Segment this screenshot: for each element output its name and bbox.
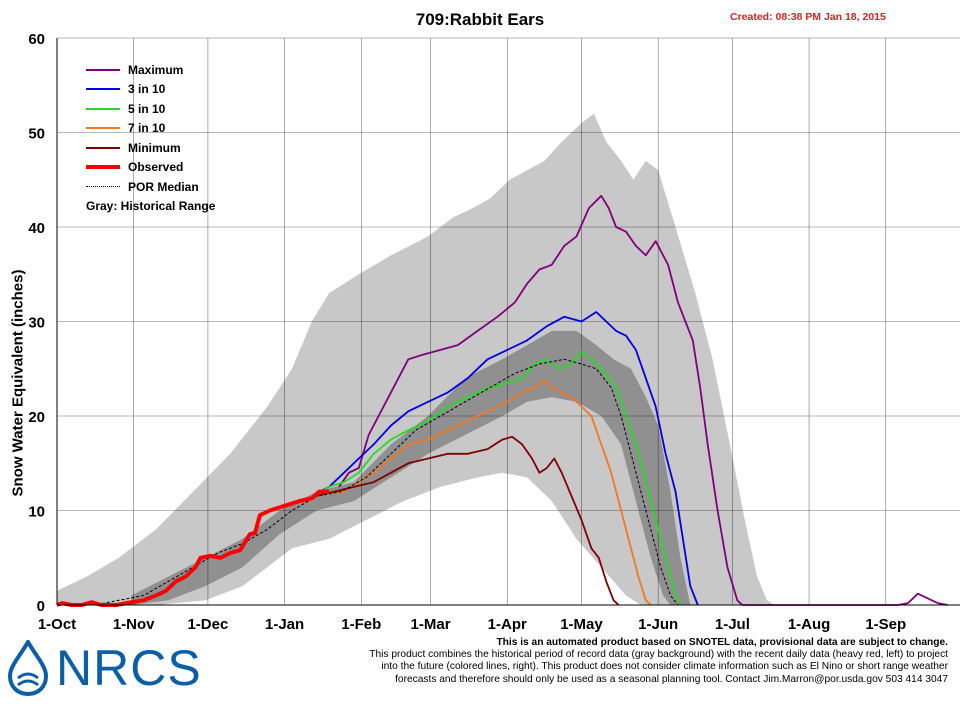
legend-label: 3 in 10 bbox=[128, 82, 166, 97]
legend-label: 7 in 10 bbox=[128, 121, 166, 136]
series-line-median bbox=[57, 358, 679, 606]
legend-label: Observed bbox=[128, 160, 184, 175]
y-axis-label: Snow Water Equivalent (inches) bbox=[9, 269, 27, 497]
y-tick-label: 10 bbox=[28, 504, 45, 521]
nrcs-logo: NRCS bbox=[6, 640, 202, 696]
x-tick-label: 1-May bbox=[560, 616, 603, 633]
disclaimer-line: forecasts and therefore should only be u… bbox=[395, 673, 948, 685]
disclaimer-line: into the future (colored lines, right). … bbox=[381, 661, 948, 673]
y-tick-label: 60 bbox=[28, 31, 45, 48]
legend-label: Maximum bbox=[128, 62, 184, 77]
legend-swatch bbox=[86, 127, 120, 130]
disclaimer-line: This product combines the historical per… bbox=[369, 649, 948, 661]
x-tick-label: 1-Jul bbox=[715, 616, 750, 633]
historical-range-band bbox=[57, 113, 775, 605]
legend-swatch bbox=[86, 146, 120, 149]
legend-item-observed: Observed bbox=[86, 158, 215, 178]
legend-label: Minimum bbox=[128, 140, 181, 155]
series-line-minimum bbox=[314, 435, 620, 606]
x-tick-label: 1-Nov bbox=[113, 616, 155, 633]
legend-swatch bbox=[86, 186, 120, 188]
x-tick-label: 1-Aug bbox=[788, 616, 831, 633]
chart-title: 709:Rabbit Ears bbox=[415, 10, 545, 29]
legend-item-7-in-10: 7 in 10 bbox=[86, 119, 215, 139]
legend-item-por-median: POR Median bbox=[86, 177, 215, 197]
legend-swatch bbox=[86, 68, 120, 71]
disclaimer-lead: This is an automated product based on SN… bbox=[496, 637, 948, 648]
legend-item-3-in-10: 3 in 10 bbox=[86, 80, 215, 100]
legend-label: 5 in 10 bbox=[128, 101, 166, 116]
legend-note: Gray: Historical Range bbox=[86, 198, 216, 213]
legend-item-maximum: Maximum bbox=[86, 60, 215, 80]
x-tick-label: 1-Sep bbox=[865, 616, 906, 633]
created-timestamp: Created: 08:38 PM Jan 18, 2015 bbox=[730, 11, 886, 23]
y-tick-label: 0 bbox=[37, 598, 45, 615]
series-line-five-in-ten bbox=[313, 350, 682, 606]
x-tick-label: 1-Mar bbox=[411, 616, 451, 633]
x-tick-label: 1-Dec bbox=[187, 616, 228, 633]
series-line-seven-in-ten bbox=[314, 379, 652, 606]
legend-swatch bbox=[86, 165, 120, 170]
x-tick-label: 1-Jun bbox=[638, 616, 678, 633]
legend-swatch bbox=[86, 107, 120, 110]
logo-text: NRCS bbox=[56, 640, 202, 696]
x-tick-label: 1-Feb bbox=[341, 616, 381, 633]
legend-item-5-in-10: 5 in 10 bbox=[86, 99, 215, 119]
y-tick-label: 40 bbox=[28, 220, 45, 237]
series-line-three-in-ten bbox=[313, 311, 699, 606]
disclaimer: This is an automated product based on SN… bbox=[308, 637, 948, 686]
y-tick-label: 30 bbox=[28, 315, 45, 332]
series-line-observed bbox=[56, 489, 330, 607]
inner-range-band bbox=[131, 330, 691, 605]
water-drop-icon bbox=[7, 640, 49, 696]
x-tick-label: 1-Jan bbox=[265, 616, 304, 633]
x-tick-label: 1-Oct bbox=[38, 616, 76, 633]
legend-item-minimum: Minimum bbox=[86, 138, 215, 158]
x-tick-label: 1-Apr bbox=[488, 616, 527, 633]
series-line-maximum bbox=[338, 194, 948, 606]
legend-label: POR Median bbox=[128, 179, 199, 194]
chart-legend: Maximum 3 in 10 5 in 10 7 in 10 Minimum … bbox=[86, 60, 215, 213]
y-tick-label: 50 bbox=[28, 126, 45, 143]
y-tick-label: 20 bbox=[28, 409, 45, 426]
legend-swatch bbox=[86, 88, 120, 91]
